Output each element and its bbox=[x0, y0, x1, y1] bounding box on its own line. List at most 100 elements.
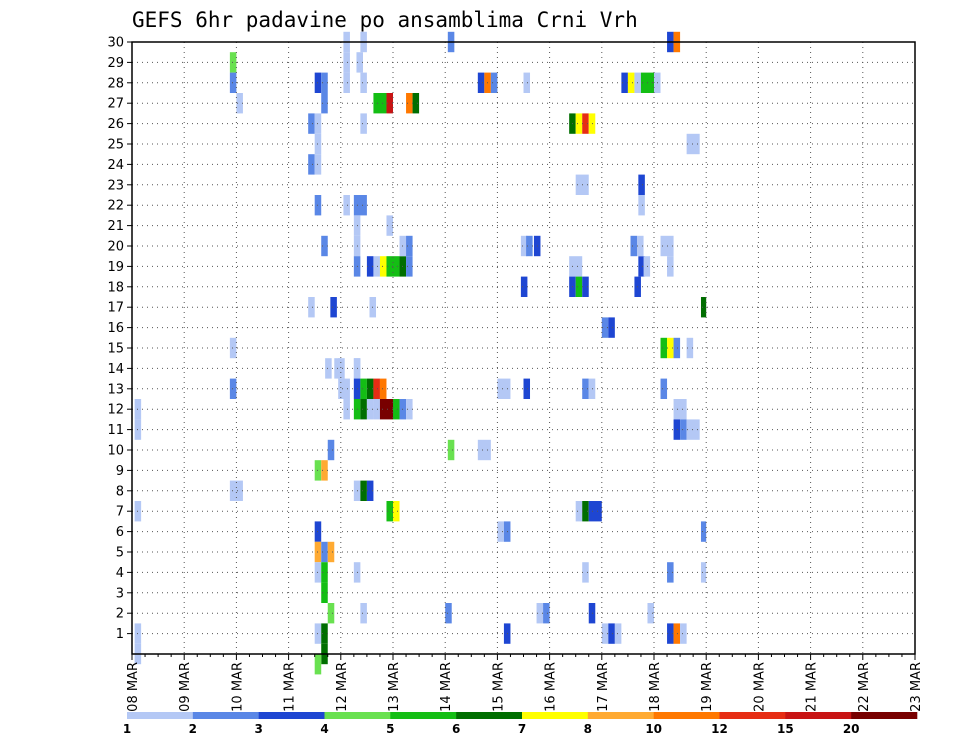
y-tick-label: 21 bbox=[107, 219, 124, 234]
heatmap-cell bbox=[360, 603, 367, 624]
legend-label: 5 bbox=[386, 722, 394, 736]
y-tick-label: 4 bbox=[116, 566, 124, 581]
y-tick-label: 23 bbox=[107, 178, 124, 193]
legend-label: 8 bbox=[584, 722, 592, 736]
heatmap-cell bbox=[638, 174, 645, 195]
heatmap-cell bbox=[321, 93, 328, 114]
heatmap-cell bbox=[229, 480, 243, 501]
heatmap-cell bbox=[700, 521, 707, 542]
heatmap-cell bbox=[327, 603, 335, 624]
heatmap-cell bbox=[673, 623, 681, 644]
heatmap-cell bbox=[608, 317, 615, 338]
legend-swatch bbox=[719, 712, 786, 719]
y-tick-label: 22 bbox=[107, 199, 124, 214]
heatmap-cell bbox=[526, 235, 533, 257]
grid-layer bbox=[132, 41, 915, 654]
heatmap-cell bbox=[236, 93, 243, 114]
heatmap-cell bbox=[386, 215, 393, 236]
legend-swatch bbox=[258, 712, 325, 719]
y-tick-label: 17 bbox=[107, 301, 124, 316]
heatmap-cell bbox=[343, 399, 350, 420]
chart-title: GEFS 6hr padavine po ansamblima Crni Vrh bbox=[132, 8, 638, 32]
y-tick-label: 28 bbox=[107, 76, 124, 91]
y-tick-label: 20 bbox=[107, 240, 124, 255]
heatmap-cell bbox=[321, 460, 328, 481]
legend-swatch bbox=[587, 712, 654, 719]
heatmap-cell bbox=[680, 623, 687, 644]
heatmap-cell bbox=[321, 541, 328, 563]
y-tick-label: 18 bbox=[107, 280, 124, 295]
heatmap-cell bbox=[360, 72, 367, 93]
y-axis-ticks: 1234567891011121314151617181920212223242… bbox=[107, 36, 132, 642]
legend-swatch bbox=[456, 712, 523, 719]
y-tick-label: 3 bbox=[116, 586, 124, 601]
heatmap-cell bbox=[353, 195, 367, 216]
legend-label: 15 bbox=[777, 722, 794, 736]
y-tick-label: 29 bbox=[107, 56, 124, 71]
heatmap-cell bbox=[477, 439, 491, 461]
heatmap-cell bbox=[229, 52, 237, 73]
legend-label: 4 bbox=[320, 722, 328, 736]
heatmap-cell bbox=[412, 93, 420, 114]
legend-label: 2 bbox=[189, 722, 197, 736]
x-tick-label: 16 MAR bbox=[544, 662, 559, 712]
legend-swatch bbox=[192, 712, 259, 719]
y-tick-label: 1 bbox=[116, 627, 124, 642]
heatmap-cell bbox=[321, 582, 328, 603]
y-tick-label: 13 bbox=[107, 382, 124, 397]
legend-swatch bbox=[522, 712, 589, 719]
heatmap-cell bbox=[379, 399, 393, 420]
legend-label: 10 bbox=[645, 722, 662, 736]
y-tick-label: 8 bbox=[116, 484, 124, 499]
heatmap-cell bbox=[497, 521, 504, 542]
heatmap-cell bbox=[614, 623, 622, 644]
legend-swatch bbox=[785, 712, 852, 719]
heatmap-cell bbox=[582, 276, 589, 297]
heatmap-cell bbox=[321, 235, 328, 257]
heatmap-cell bbox=[700, 562, 707, 583]
heatmap-cell bbox=[638, 195, 645, 216]
heatmap-cell bbox=[386, 501, 393, 522]
heatmap-cell bbox=[360, 113, 367, 134]
heatmap-cell bbox=[343, 378, 350, 399]
x-tick-label: 20 MAR bbox=[752, 662, 767, 712]
heatmap-cell bbox=[536, 603, 544, 624]
x-tick-label: 18 MAR bbox=[648, 662, 663, 712]
heatmap-cell bbox=[330, 297, 337, 318]
heatmap-cell bbox=[667, 337, 674, 359]
heatmap-cell bbox=[667, 623, 674, 644]
heatmap-cell bbox=[373, 93, 387, 114]
heatmap-cell bbox=[523, 72, 531, 93]
heatmap-cell bbox=[520, 235, 528, 257]
heatmap-cell bbox=[686, 419, 700, 440]
heatmap-cell bbox=[373, 378, 380, 399]
x-tick-label: 13 MAR bbox=[387, 662, 402, 712]
heatmap-cell bbox=[327, 541, 335, 563]
heatmap-cell bbox=[601, 317, 609, 338]
heatmap-cell bbox=[543, 603, 550, 624]
cells-layer bbox=[134, 31, 707, 675]
heatmap-cell bbox=[229, 378, 237, 399]
legend-label: 1 bbox=[123, 722, 131, 736]
heatmap-cell bbox=[520, 276, 528, 297]
x-tick-label: 10 MAR bbox=[230, 662, 245, 712]
heatmap-cell bbox=[360, 378, 367, 399]
heatmap-cell bbox=[569, 256, 583, 277]
heatmap-cell bbox=[373, 256, 380, 277]
heatmap-cell bbox=[393, 399, 400, 420]
heatmap-cell bbox=[667, 256, 674, 277]
x-tick-label: 22 MAR bbox=[857, 662, 872, 712]
heatmap-cell bbox=[360, 399, 367, 420]
heatmap-cell bbox=[308, 154, 315, 175]
heatmap-cell bbox=[325, 358, 332, 379]
heatmap-cell bbox=[621, 72, 628, 93]
heatmap-cell bbox=[360, 480, 367, 501]
heatmap-cell bbox=[638, 256, 645, 277]
heatmap-cell bbox=[338, 358, 345, 379]
heatmap-cell bbox=[673, 399, 687, 420]
y-tick-label: 2 bbox=[116, 607, 124, 622]
x-tick-label: 19 MAR bbox=[700, 662, 715, 712]
heatmap-cell bbox=[660, 337, 668, 359]
heatmap-cell bbox=[406, 399, 413, 420]
